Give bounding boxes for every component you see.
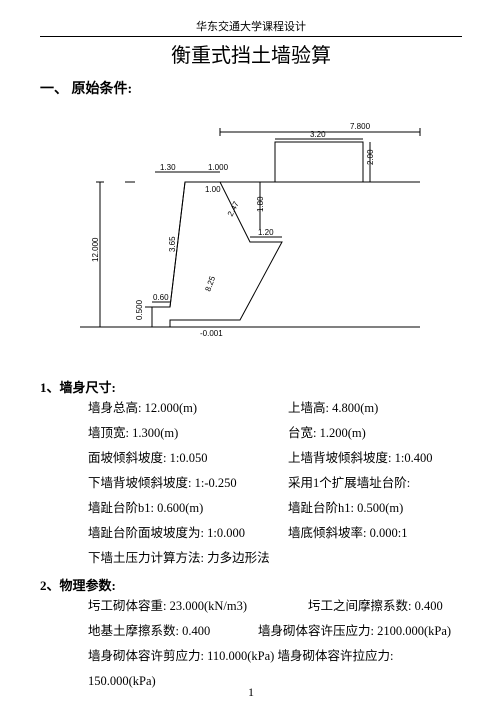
step-sl-label: 墙趾台阶面坡坡度为: — [88, 526, 204, 540]
section-2-heading: 2、物理参数: — [40, 575, 462, 594]
wall-dimensions-block: 墙身总高: 12.000(m) 上墙高: 4.800(m) 墙顶宽: 1.300… — [88, 396, 462, 571]
dim-7800: 7.800 — [350, 122, 371, 131]
upper-bk-value: 1:0.400 — [395, 451, 433, 465]
calc-label: 下墙土压力计算方法: — [88, 551, 204, 565]
base-sl-value: 0.000:1 — [370, 526, 408, 540]
upper-h-value: 4.800(m) — [332, 401, 378, 415]
page-number: 1 — [0, 685, 502, 700]
top-w-value: 1.300(m) — [132, 426, 178, 440]
dim-neg: -0.001 — [200, 329, 223, 338]
lower-bk-label: 下墙背坡倾斜坡度: — [88, 476, 191, 490]
bench-w-label: 台宽: — [288, 426, 316, 440]
base-sl-label: 墙底倾斜坡率: — [288, 526, 366, 540]
tens-label: 墙身砌体容许拉应力: — [277, 649, 393, 663]
h1-value: 0.500(m) — [357, 501, 403, 515]
dim-130: 1.30 — [160, 163, 176, 172]
dim-h180: 1.80 — [256, 196, 265, 212]
page-header: 华东交通大学课程设计 — [40, 18, 462, 37]
dim-h365: 3.65 — [168, 236, 177, 252]
section-1-heading: 一、 原始条件: — [40, 78, 462, 98]
dim-200: 2.00 — [366, 149, 375, 165]
dim-320: 3.20 — [310, 130, 326, 139]
physical-params-block: 圬工砌体容重: 23.000(kN/m3) 圬工之间摩擦系数: 0.400 地基… — [88, 594, 462, 694]
dim-060: 0.60 — [153, 293, 169, 302]
step-sl-value: 1:0.000 — [207, 526, 245, 540]
b1-label: 墙趾台阶b1: — [88, 501, 154, 515]
wall-diagram: 7.800 3.20 2.00 1.30 1.00 1.000 1.20 — [60, 102, 430, 362]
section-1-1-heading: 1、墙身尺寸: — [40, 377, 462, 396]
h1-label: 墙趾台阶h1: — [288, 501, 354, 515]
gamma-value: 23.000(kN/m3) — [170, 599, 247, 613]
shear-label: 墙身砌体容许剪应力: — [88, 649, 204, 663]
soil-f-label: 地基土摩擦系数: — [88, 624, 179, 638]
top-w-label: 墙顶宽: — [88, 426, 129, 440]
face-sl-label: 面坡倾斜坡度: — [88, 451, 166, 465]
b1-value: 0.600(m) — [157, 501, 203, 515]
fric-value: 0.400 — [415, 599, 443, 613]
gamma-label: 圬工砌体容重: — [88, 599, 166, 613]
shear-value: 110.000(kPa) — [207, 649, 274, 663]
dim-h825: 8.25 — [203, 274, 217, 292]
soil-f-value: 0.400 — [182, 624, 210, 638]
face-sl-value: 1:0.050 — [170, 451, 208, 465]
dim-100b: 1.000 — [208, 163, 229, 172]
dim-100t: 1.00 — [205, 185, 221, 194]
calc-value: 力多边形法 — [207, 551, 270, 565]
ext-label: 采用1个扩展墙址台阶: — [288, 476, 410, 490]
total-h-value: 12.000(m) — [145, 401, 197, 415]
comp-value: 2100.000(kPa) — [377, 624, 451, 638]
lower-bk-value: 1:-0.250 — [195, 476, 237, 490]
fric-label: 圬工之间摩擦系数: — [308, 599, 411, 613]
dim-050: 0.500 — [135, 299, 144, 320]
total-h-label: 墙身总高: — [88, 401, 141, 415]
doc-title: 衡重式挡土墙验算 — [40, 39, 462, 68]
bench-w-value: 1.200(m) — [320, 426, 366, 440]
comp-label: 墙身砌体容许压应力: — [258, 624, 374, 638]
dim-h12: 12.000 — [91, 237, 100, 262]
upper-h-label: 上墙高: — [288, 401, 329, 415]
dim-h247: 2.47 — [226, 199, 241, 217]
upper-bk-label: 上墙背坡倾斜坡度: — [288, 451, 391, 465]
